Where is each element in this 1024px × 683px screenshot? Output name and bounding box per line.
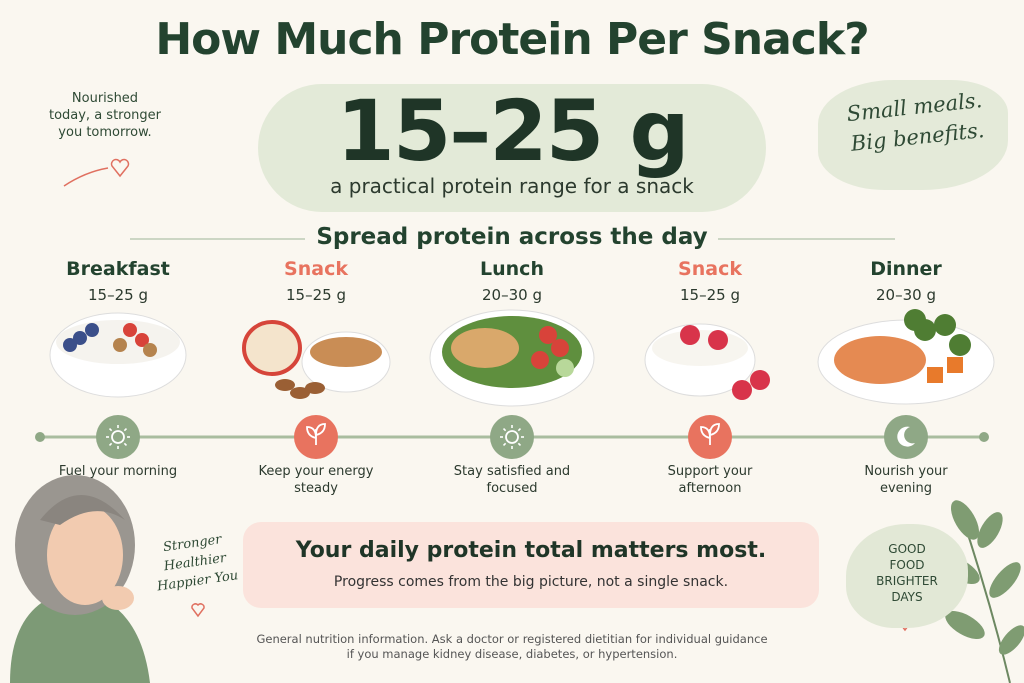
topping bbox=[63, 338, 77, 352]
sun-ray bbox=[517, 427, 522, 432]
cottage-cheese bbox=[652, 330, 748, 366]
apple bbox=[242, 320, 302, 376]
food-illustration bbox=[429, 309, 595, 407]
sun-ray bbox=[123, 427, 128, 432]
woman-illustration bbox=[10, 475, 150, 683]
almond-butter bbox=[310, 337, 382, 367]
badge-line: FOOD bbox=[889, 558, 925, 572]
sun-ray bbox=[108, 427, 113, 432]
sun-icon bbox=[505, 430, 519, 444]
meal-label: Snack bbox=[678, 258, 742, 280]
sun-ray bbox=[517, 442, 522, 447]
heart bbox=[191, 603, 205, 618]
raspberry bbox=[708, 330, 728, 350]
almond bbox=[290, 387, 310, 399]
food-illustration bbox=[49, 312, 187, 398]
food-illustration bbox=[242, 320, 391, 399]
sun-icon bbox=[111, 430, 125, 444]
badge: GOOD FOOD BRIGHTER DAYS bbox=[846, 541, 968, 605]
squiggle bbox=[63, 167, 109, 187]
meal-caption: Stay satisfied and focused bbox=[453, 464, 571, 496]
badge-line: GOOD bbox=[888, 542, 926, 556]
meal-amount: 15–25 g bbox=[88, 286, 148, 304]
title: How Much Protein Per Snack? bbox=[155, 14, 869, 65]
topping bbox=[123, 323, 137, 337]
cucumber bbox=[556, 359, 574, 377]
tomato bbox=[539, 326, 557, 344]
meal-amount: 15–25 g bbox=[286, 286, 346, 304]
broccoli bbox=[934, 314, 956, 336]
meal-label: Dinner bbox=[870, 258, 942, 280]
meal-label: Lunch bbox=[480, 258, 544, 280]
broccoli bbox=[949, 334, 971, 356]
broccoli bbox=[904, 309, 926, 331]
meal-label: Breakfast bbox=[66, 258, 170, 280]
hero-caption: a practical protein range for a snack bbox=[330, 174, 694, 198]
leaf-icon bbox=[700, 423, 720, 445]
almond bbox=[305, 382, 325, 394]
note-line: today, a stronger bbox=[48, 108, 162, 123]
sweet-potato bbox=[947, 357, 963, 373]
left-note: Nourished today, a stronger you tomorrow… bbox=[30, 90, 180, 141]
callout-title: Your daily protein total matters most. bbox=[295, 538, 767, 563]
topping bbox=[73, 331, 87, 345]
food-illustration bbox=[817, 309, 995, 405]
leaves bbox=[940, 500, 1024, 683]
heart bbox=[110, 158, 130, 178]
timeline-icon bbox=[490, 415, 534, 459]
raspberry bbox=[680, 325, 700, 345]
disclaimer-line: General nutrition information. Ask a doc… bbox=[256, 632, 768, 646]
timeline-end bbox=[979, 432, 989, 442]
raspberry bbox=[750, 370, 770, 390]
disclaimer-line: if you manage kidney disease, diabetes, … bbox=[346, 647, 678, 661]
note-bg bbox=[818, 80, 1008, 190]
food-illustration bbox=[644, 323, 770, 400]
timeline-icon bbox=[884, 415, 928, 459]
meal-caption: Support your afternoon bbox=[667, 464, 753, 496]
timeline-end bbox=[35, 432, 45, 442]
callout-bg bbox=[243, 522, 819, 608]
sun-ray bbox=[108, 442, 113, 447]
sun-ray bbox=[502, 427, 507, 432]
callout-text: Progress comes from the big picture, not… bbox=[333, 574, 729, 590]
meal-caption: Nourish your evening bbox=[864, 464, 948, 496]
hero-value: 15–25 g bbox=[336, 82, 689, 180]
meal-caption: Keep your energy steady bbox=[258, 464, 374, 496]
meal-caption: Fuel your morning bbox=[58, 464, 178, 479]
meal-label: Snack bbox=[284, 258, 348, 280]
meal-amount: 15–25 g bbox=[680, 286, 740, 304]
badge-line: DAYS bbox=[891, 590, 923, 604]
badge-line: BRIGHTER bbox=[876, 574, 938, 588]
tomato bbox=[531, 351, 549, 369]
moon-icon bbox=[897, 426, 915, 447]
chicken bbox=[451, 328, 519, 368]
meal-amount: 20–30 g bbox=[482, 286, 542, 304]
sun-ray bbox=[502, 442, 507, 447]
leaf-icon bbox=[306, 423, 326, 445]
disclaimer: General nutrition information. Ask a doc… bbox=[200, 632, 824, 662]
badge-bg bbox=[846, 524, 968, 628]
salmon bbox=[834, 336, 926, 384]
topping bbox=[113, 338, 127, 352]
hero-bg bbox=[258, 84, 766, 212]
raspberry bbox=[732, 380, 752, 400]
topping bbox=[135, 333, 149, 347]
sweet-potato bbox=[927, 367, 943, 383]
almond bbox=[275, 379, 295, 391]
timeline-icon bbox=[96, 415, 140, 459]
meal-amount: 20–30 g bbox=[876, 286, 936, 304]
topping bbox=[85, 323, 99, 337]
section-title: Spread protein across the day bbox=[316, 224, 708, 250]
tomato bbox=[551, 339, 569, 357]
note-line: Nourished bbox=[71, 91, 139, 106]
note-line: you tomorrow. bbox=[58, 125, 152, 140]
sun-ray bbox=[123, 442, 128, 447]
topping bbox=[143, 343, 157, 357]
